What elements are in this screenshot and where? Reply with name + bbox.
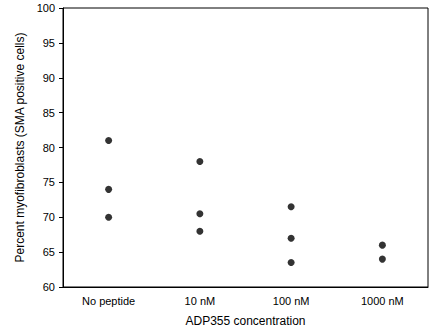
svg-text:95: 95 xyxy=(43,37,55,49)
svg-text:Percent myofibroblasts (SMA po: Percent myofibroblasts (SMA positive cel… xyxy=(13,32,27,262)
svg-text:70: 70 xyxy=(43,211,55,223)
svg-text:80: 80 xyxy=(43,142,55,154)
svg-text:10 nM: 10 nM xyxy=(185,295,216,307)
svg-text:90: 90 xyxy=(43,72,55,84)
svg-text:85: 85 xyxy=(43,107,55,119)
svg-text:No peptide: No peptide xyxy=(82,295,135,307)
svg-text:ADP355 concentration: ADP355 concentration xyxy=(185,314,305,328)
svg-text:65: 65 xyxy=(43,246,55,258)
svg-text:1000 nM: 1000 nM xyxy=(361,295,404,307)
svg-text:60: 60 xyxy=(43,281,55,293)
svg-text:100: 100 xyxy=(37,2,55,14)
svg-text:100 nM: 100 nM xyxy=(273,295,310,307)
svg-text:75: 75 xyxy=(43,176,55,188)
